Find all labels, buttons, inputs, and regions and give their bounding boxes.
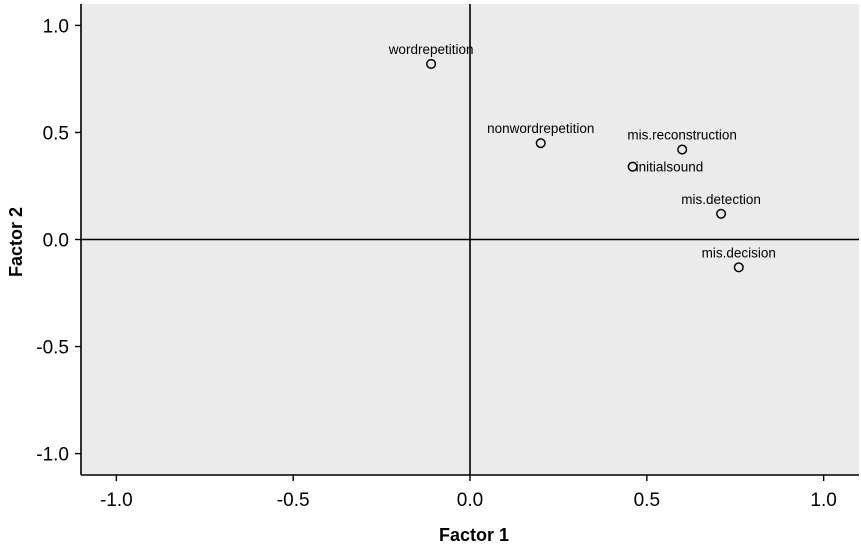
x-tick-label: -1.0 (100, 490, 133, 511)
y-tick-label: 1.0 (43, 16, 69, 37)
data-point-marker (535, 138, 546, 149)
x-tick-label: 1.0 (810, 490, 836, 511)
data-point-label: mis.detection (681, 192, 761, 207)
x-tick-label: 0.0 (457, 490, 483, 511)
x-tick-label: -0.5 (277, 490, 310, 511)
y-axis-ticks: -1.0 -0.5 0.0 0.5 1.0 (36, 16, 81, 466)
y-tick-label: 0.5 (43, 123, 69, 144)
data-points: wordrepetition nonwordrepetition mis.recon… (388, 42, 776, 273)
y-tick-label: -0.5 (36, 338, 69, 359)
y-axis-title: Factor 2 (6, 207, 26, 277)
data-point-marker (627, 161, 638, 172)
data-point-marker (716, 208, 727, 219)
data-point-label: mis.decision (702, 245, 776, 260)
data-point-label: mis.reconstruction (627, 128, 737, 143)
x-axis-ticks: -1.0 -0.5 0.0 0.5 1.0 (100, 475, 837, 511)
data-point-label: initialsound (636, 160, 704, 175)
data-point-marker (733, 262, 744, 273)
data-point-marker (677, 144, 688, 155)
y-tick-label: -1.0 (36, 445, 69, 466)
data-point-label: wordrepetition (388, 42, 474, 57)
data-point-marker (426, 58, 437, 69)
data-point-label: nonwordrepetition (487, 121, 594, 136)
x-tick-label: 0.5 (634, 490, 660, 511)
y-tick-label: 0.0 (43, 231, 69, 252)
reference-lines (81, 4, 859, 475)
x-axis-title: Factor 1 (439, 525, 509, 545)
